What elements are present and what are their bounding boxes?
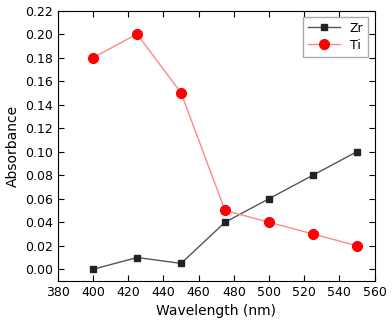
Zr [355, 150, 359, 154]
Zr [267, 197, 271, 201]
Zr [179, 261, 183, 265]
Ti [267, 220, 271, 224]
Line: Ti: Ti [88, 29, 362, 250]
Ti [223, 209, 227, 213]
Ti [179, 91, 183, 95]
Zr [310, 173, 315, 177]
Ti [310, 232, 315, 236]
Y-axis label: Absorbance: Absorbance [5, 105, 20, 187]
X-axis label: Wavelength (nm): Wavelength (nm) [156, 305, 276, 318]
Line: Zr: Zr [90, 148, 360, 273]
Ti [91, 56, 96, 60]
Ti [355, 244, 359, 248]
Ti [135, 32, 140, 36]
Legend: Zr, Ti: Zr, Ti [303, 17, 368, 57]
Zr [223, 220, 227, 224]
Zr [91, 267, 96, 271]
Zr [135, 256, 140, 260]
